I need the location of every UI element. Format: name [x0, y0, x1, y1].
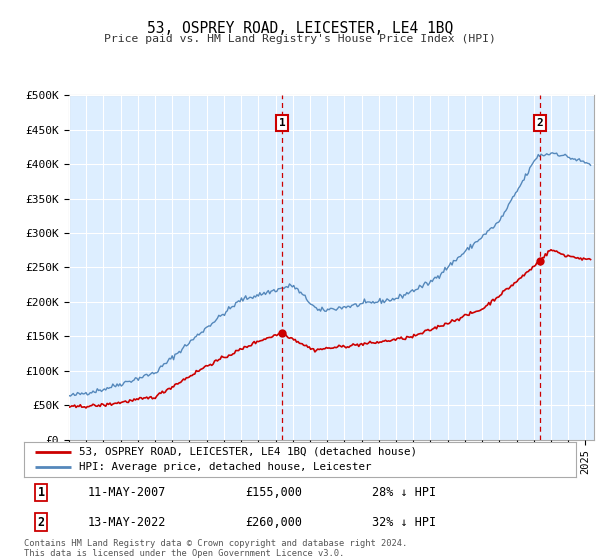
Text: 1: 1 — [38, 486, 45, 499]
Text: 53, OSPREY ROAD, LEICESTER, LE4 1BQ: 53, OSPREY ROAD, LEICESTER, LE4 1BQ — [147, 21, 453, 36]
Text: 53, OSPREY ROAD, LEICESTER, LE4 1BQ (detached house): 53, OSPREY ROAD, LEICESTER, LE4 1BQ (det… — [79, 447, 417, 457]
Text: £155,000: £155,000 — [245, 486, 302, 499]
Text: HPI: Average price, detached house, Leicester: HPI: Average price, detached house, Leic… — [79, 463, 372, 473]
Text: 28% ↓ HPI: 28% ↓ HPI — [372, 486, 436, 499]
Text: 2: 2 — [537, 118, 544, 128]
Text: 11-MAY-2007: 11-MAY-2007 — [88, 486, 166, 499]
Text: Price paid vs. HM Land Registry's House Price Index (HPI): Price paid vs. HM Land Registry's House … — [104, 34, 496, 44]
Text: Contains HM Land Registry data © Crown copyright and database right 2024.
This d: Contains HM Land Registry data © Crown c… — [24, 539, 407, 558]
Text: 1: 1 — [278, 118, 286, 128]
Text: 13-MAY-2022: 13-MAY-2022 — [88, 516, 166, 529]
Text: £260,000: £260,000 — [245, 516, 302, 529]
Text: 2: 2 — [38, 516, 45, 529]
Text: 32% ↓ HPI: 32% ↓ HPI — [372, 516, 436, 529]
